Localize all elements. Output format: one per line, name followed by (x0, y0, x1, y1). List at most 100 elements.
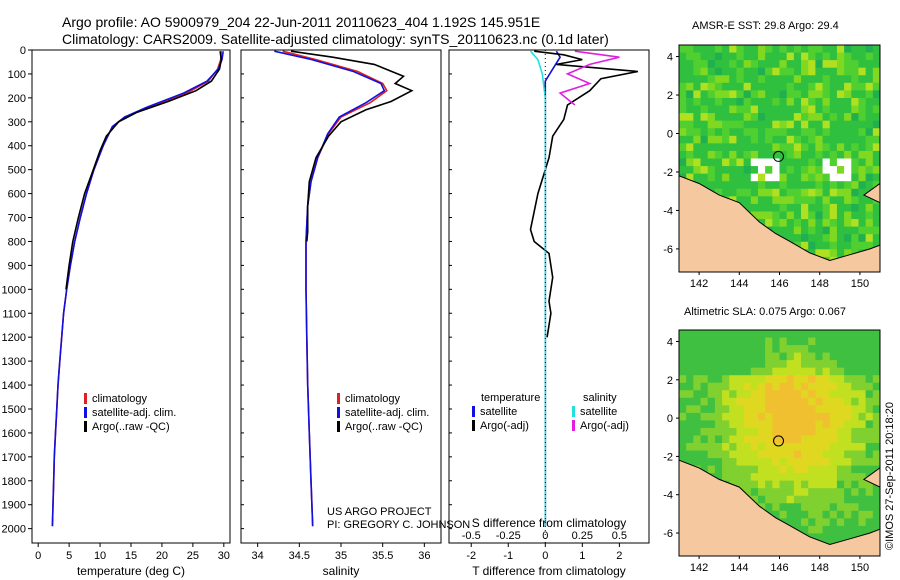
map-cell (836, 473, 845, 482)
map-cell (815, 90, 824, 99)
map-x-tick-label: 144 (730, 562, 748, 574)
x-tick-label-salinity: 35 (335, 550, 347, 562)
map-cell (722, 367, 730, 376)
map-cell (693, 382, 702, 391)
map-cell (772, 412, 780, 421)
map-cell (736, 352, 745, 361)
map-cell (815, 518, 824, 527)
map-cell (743, 367, 752, 376)
map-cell (793, 166, 802, 175)
legend-label-diff-salinity: satellite (580, 406, 617, 418)
map-cell (865, 375, 874, 384)
map-cell (836, 60, 845, 69)
x-axis-label-temperature: temperature (deg C) (77, 564, 185, 578)
map-cell (844, 337, 852, 346)
map-cell (836, 226, 845, 235)
map-cell (822, 166, 831, 175)
map-cell (822, 75, 831, 84)
map-cell (858, 173, 867, 182)
map-cell (736, 113, 745, 122)
map-cell (729, 458, 737, 467)
map-cell (829, 181, 838, 190)
map-cell (729, 337, 737, 346)
map-cell (772, 45, 780, 54)
map-cell (679, 390, 687, 399)
map-cell (686, 345, 694, 354)
map-cell (836, 495, 845, 504)
map-cell (772, 120, 780, 129)
map-cell (865, 525, 874, 534)
legend-label-salinity: Argo(..raw -QC) (345, 421, 423, 433)
map-cell (808, 60, 816, 69)
map-cell (815, 510, 824, 519)
map-cell (722, 375, 730, 384)
map-cell (686, 166, 694, 175)
map-cell (844, 360, 852, 369)
map-cell (801, 52, 809, 61)
map-cell (822, 211, 831, 220)
map-cell (679, 427, 687, 436)
map-cell (836, 150, 845, 159)
map-cell (765, 113, 773, 122)
series-line-satellite-adj-clim- (51, 51, 224, 527)
map-cell (872, 67, 881, 76)
map-cell (743, 97, 752, 107)
map-cell (679, 128, 687, 137)
map-cell (679, 60, 687, 69)
map-cell (829, 352, 838, 361)
map-cell (858, 241, 867, 250)
y-tick-label-temperature: 500 (8, 165, 26, 177)
map-cell (772, 405, 780, 414)
map-cell (872, 345, 881, 354)
map-cell (801, 345, 809, 354)
map-cell (693, 443, 702, 452)
map-cell (786, 219, 795, 228)
map-cell (865, 143, 874, 152)
map-cell (815, 458, 824, 467)
map-cell (779, 405, 788, 414)
map-cell (872, 465, 881, 474)
map-cell (765, 143, 773, 152)
map-cell (844, 405, 852, 414)
map-cell (786, 211, 795, 220)
map-cell (714, 473, 723, 482)
map-cell (729, 173, 737, 182)
map-cell (707, 352, 716, 361)
map-cell (793, 397, 802, 406)
map-cell (793, 412, 802, 421)
map-cell (757, 330, 766, 339)
map-cell (793, 150, 802, 159)
map-cell (722, 143, 730, 152)
map-cell (801, 443, 809, 452)
map-cell (808, 82, 816, 91)
map-cell (822, 128, 831, 137)
map-cell (679, 435, 687, 444)
map-cell (729, 45, 737, 54)
map-cell (729, 143, 737, 152)
map-cell (772, 473, 780, 482)
map-cell (851, 234, 859, 243)
map-cell (829, 443, 838, 452)
map-cell (686, 143, 694, 152)
map-cell (772, 367, 780, 376)
map-cell (779, 113, 788, 122)
map-cell (765, 465, 773, 474)
map-cell (829, 90, 838, 99)
map-cell (686, 75, 694, 84)
map-cell (822, 405, 831, 414)
map-cell (750, 458, 759, 467)
map-cell (750, 135, 759, 144)
map-cell (700, 158, 709, 167)
map-cell (729, 75, 737, 84)
map-cell (786, 226, 795, 235)
map-cell (851, 219, 859, 228)
map-cell (808, 75, 816, 84)
map-cell (693, 120, 702, 129)
map-cell (801, 495, 809, 504)
y-tick-label-temperature: 100 (8, 69, 26, 81)
map-cell (786, 337, 795, 346)
map-cell (729, 158, 737, 167)
map-cell (750, 196, 759, 205)
y-tick-label-temperature: 800 (8, 236, 26, 248)
map-cell (786, 82, 795, 91)
